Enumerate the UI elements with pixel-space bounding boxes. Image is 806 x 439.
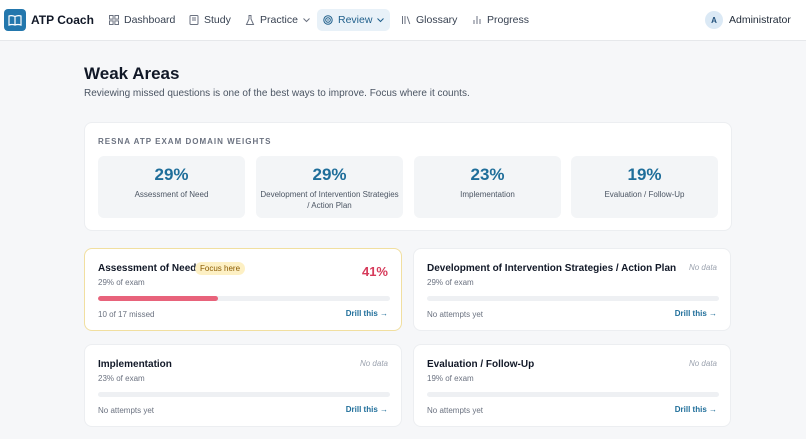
area-miss-percent: 41% bbox=[361, 264, 388, 279]
app-brand[interactable]: ATP Coach bbox=[31, 13, 94, 27]
nav-glossary[interactable]: Glossary bbox=[395, 9, 463, 31]
weight-label: Assessment of Need bbox=[134, 190, 209, 199]
progress-fill bbox=[98, 296, 218, 301]
no-data-label: No data bbox=[688, 263, 717, 272]
weight-percent: 29% bbox=[312, 165, 347, 184]
avatar[interactable]: A bbox=[705, 11, 723, 29]
area-card-evaluation: Evaluation / Follow-Up No data 19% of ex… bbox=[413, 344, 731, 427]
no-data-label: No data bbox=[359, 359, 388, 368]
nav-progress-label: Progress bbox=[487, 14, 530, 26]
grid-icon bbox=[109, 15, 119, 25]
weight-card: 29% Development of Intervention Strategi… bbox=[256, 156, 403, 218]
nav-dashboard[interactable]: Dashboard bbox=[103, 9, 181, 31]
weight-label: Implementation bbox=[460, 190, 515, 199]
book-icon[interactable] bbox=[4, 9, 26, 31]
focus-badge: Focus here bbox=[195, 262, 246, 275]
library-icon bbox=[401, 15, 411, 25]
weights-heading: RESNA ATP EXAM DOMAIN WEIGHTS bbox=[98, 137, 272, 146]
area-exam-weight: 23% of exam bbox=[98, 374, 145, 383]
domain-weights-panel: RESNA ATP EXAM DOMAIN WEIGHTS 29% Assess… bbox=[84, 122, 732, 231]
nav-study-label: Study bbox=[204, 14, 231, 26]
page-subtitle: Reviewing missed questions is one of the… bbox=[84, 88, 470, 99]
area-footer: No attempts yet bbox=[427, 406, 484, 415]
area-title: Evaluation / Follow-Up bbox=[427, 359, 535, 370]
chevron-down-icon bbox=[303, 17, 310, 23]
weight-percent: 19% bbox=[627, 165, 662, 184]
area-footer: No attempts yet bbox=[98, 406, 155, 415]
no-data-label: No data bbox=[688, 359, 717, 368]
area-footer: 10 of 17 missed bbox=[98, 310, 155, 319]
area-card-development: Development of Intervention Strategies /… bbox=[413, 248, 731, 331]
nav-practice-label: Practice bbox=[260, 14, 298, 26]
target-icon bbox=[323, 15, 333, 25]
area-exam-weight: 29% of exam bbox=[427, 278, 474, 287]
progress-track bbox=[98, 392, 390, 397]
chevron-down-icon bbox=[377, 17, 385, 23]
weight-percent: 29% bbox=[154, 165, 189, 184]
weight-percent: 23% bbox=[470, 165, 505, 184]
area-title: Assessment of Need bbox=[98, 263, 197, 274]
drill-link[interactable]: Drill this → bbox=[345, 309, 388, 318]
progress-track bbox=[98, 296, 390, 301]
area-card-implementation: Implementation No data 23% of exam No at… bbox=[84, 344, 402, 427]
area-exam-weight: 29% of exam bbox=[98, 278, 145, 287]
drill-link[interactable]: Drill this → bbox=[674, 405, 717, 414]
weight-card: 29% Assessment of Need bbox=[98, 156, 245, 218]
weight-label: Development of Intervention Strategies /… bbox=[260, 190, 399, 210]
nav-dashboard-label: Dashboard bbox=[124, 14, 176, 26]
nav-review[interactable]: Review bbox=[317, 9, 391, 31]
drill-link[interactable]: Drill this → bbox=[345, 405, 388, 414]
nav-practice[interactable]: Practice bbox=[239, 9, 316, 31]
nav-glossary-label: Glossary bbox=[416, 14, 458, 26]
progress-track bbox=[427, 296, 719, 301]
weight-card: 19% Evaluation / Follow-Up bbox=[571, 156, 718, 218]
user-name[interactable]: Administrator bbox=[729, 14, 791, 26]
nav-review-label: Review bbox=[338, 14, 373, 26]
area-card-assessment: Assessment of Need Focus here 29% of exa… bbox=[84, 248, 402, 331]
area-exam-weight: 19% of exam bbox=[427, 374, 474, 383]
top-nav: ATP Coach Dashboard Study Practice Revie… bbox=[0, 0, 806, 41]
page-title: Weak Areas bbox=[84, 64, 180, 83]
area-title: Implementation bbox=[98, 359, 172, 370]
weight-label: Evaluation / Follow-Up bbox=[604, 190, 685, 199]
area-footer: No attempts yet bbox=[427, 310, 484, 319]
weight-card: 23% Implementation bbox=[414, 156, 561, 218]
book-open-icon bbox=[189, 15, 199, 25]
drill-link[interactable]: Drill this → bbox=[674, 309, 717, 318]
nav-progress[interactable]: Progress bbox=[466, 9, 535, 31]
nav-study[interactable]: Study bbox=[183, 9, 237, 31]
progress-track bbox=[427, 392, 719, 397]
area-title: Development of Intervention Strategies /… bbox=[427, 263, 677, 274]
bar-chart-icon bbox=[472, 15, 482, 25]
flask-icon bbox=[245, 15, 255, 25]
